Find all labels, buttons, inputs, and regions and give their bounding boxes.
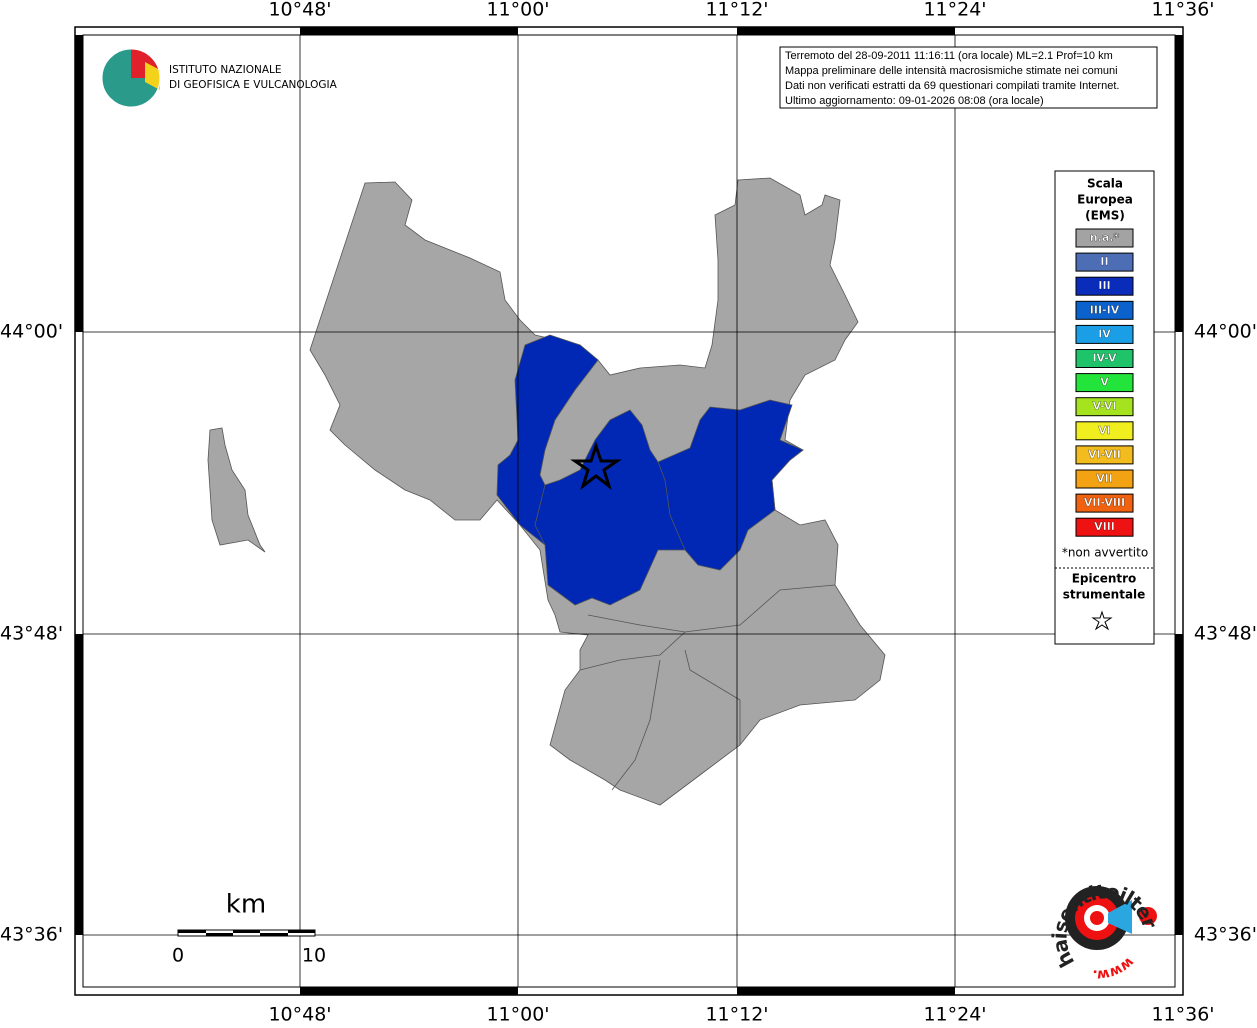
info-line: Mappa preliminare delle intensità macros… (785, 65, 1118, 77)
scale-end: 10 (302, 945, 326, 967)
legend-label: n.a.* (1090, 231, 1120, 244)
institute-line: DI GEOFISICA E VULCANOLOGIA (169, 79, 338, 91)
legend-swatch (1075, 228, 1134, 248)
legend-swatch (1075, 300, 1134, 320)
lat-label: 43°48' (0, 623, 63, 645)
legend-swatch (1075, 349, 1134, 368)
inner-frame (82, 34, 1176, 988)
legend-epicenter: Epicentro (1072, 572, 1137, 586)
legend-label: IV-V (1092, 352, 1117, 365)
lon-label: 11°36' (1151, 1004, 1214, 1025)
epicenter-star (570, 441, 622, 491)
lon-label: 11°36' (1151, 0, 1214, 21)
legend-star (1091, 610, 1113, 631)
legend-label: VIII (1094, 520, 1115, 533)
lat-label: 44°00' (1194, 321, 1257, 343)
legend-label: III (1098, 279, 1110, 292)
legend-swatch (1075, 276, 1134, 296)
legend-epicenter: strumentale (1063, 588, 1146, 602)
frame-bars (75, 27, 1183, 995)
lon-label: 11°00' (486, 0, 549, 21)
scale-unit: km (226, 890, 266, 920)
scale-bar: km 0 10 (172, 890, 326, 967)
legend-label: VI (1098, 424, 1111, 437)
municipalities (207, 177, 886, 806)
legend-title: Europea (1077, 193, 1133, 207)
legend-label: IV (1098, 327, 1111, 340)
lon-label: 10°48' (268, 0, 331, 21)
legend-label: III-IV (1090, 303, 1120, 316)
legend-label: VII (1096, 472, 1113, 485)
lon-label: 11°24' (923, 0, 986, 21)
legend-swatch (1075, 469, 1134, 489)
legend-label: VI-VII (1088, 448, 1121, 461)
info-line: Dati non verificati estratti da 69 quest… (785, 80, 1119, 92)
legend-label: VII-VIII (1084, 496, 1125, 509)
info-line: Ultimo aggiornamento: 09-01-2026 08:08 (… (785, 95, 1044, 107)
legend-swatch (1075, 445, 1134, 465)
legend-label: V (1100, 376, 1109, 389)
legend: ScalaEuropea(EMS)n.a.*IIIIIIII-IVIVIV-VV… (1054, 170, 1155, 645)
lat-label: 43°36' (1194, 924, 1257, 946)
legend-title: Scala (1087, 177, 1123, 191)
ingv-logo: ISTITUTO NAZIONALE DI GEOFISICA E VULCAN… (101, 48, 338, 108)
info-line: Terremoto del 28-09-2011 11:16:11 (ora l… (785, 50, 1113, 62)
legend-label: V-VI (1092, 400, 1116, 413)
legend-footnote: *non avvertito (1062, 546, 1148, 560)
lat-label: 44°00' (0, 321, 63, 343)
legend-swatch (1075, 324, 1134, 344)
lon-label: 11°24' (923, 1004, 986, 1025)
legend-swatch (1075, 397, 1134, 417)
lon-label: 10°48' (268, 1004, 331, 1025)
lat-label: 43°48' (1194, 623, 1257, 645)
institute-line: ISTITUTO NAZIONALE (169, 64, 282, 76)
legend-title: (EMS) (1085, 209, 1125, 223)
info-box (779, 46, 1158, 109)
lon-label: 11°12' (705, 0, 768, 21)
legend-swatch (1075, 373, 1134, 393)
lat-label: 43°36' (0, 924, 63, 946)
lon-label: 11°00' (486, 1004, 549, 1025)
legend-swatch (1075, 493, 1134, 513)
legend-swatch (1075, 252, 1134, 272)
legend-label: II (1100, 255, 1108, 268)
legend-swatch (1075, 421, 1134, 441)
scale-start: 0 (172, 945, 184, 967)
lon-label: 11°12' (705, 1004, 768, 1025)
legend-swatch (1075, 517, 1134, 537)
